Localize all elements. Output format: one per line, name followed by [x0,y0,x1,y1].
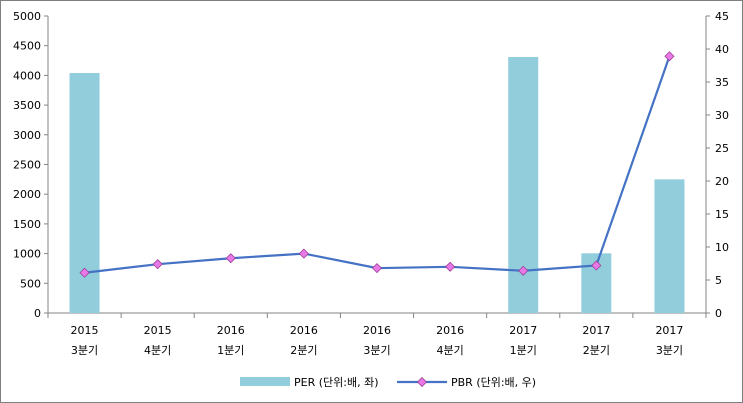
x-tick-label-year: 2016 [436,324,464,337]
y-right-tick-label: 5 [715,274,722,287]
y-left-tick-label: 2000 [13,188,41,201]
x-tick-label-quarter: 1분기 [510,344,537,357]
per-bar [654,179,685,313]
x-tick-label-year: 2016 [290,324,318,337]
y-left-tick-label: 3500 [13,99,41,112]
legend-pbr-marker [416,376,428,388]
x-tick-label-quarter: 4분기 [144,344,171,357]
y-left-tick-label: 4000 [13,69,41,82]
x-tick-label-quarter: 2분기 [290,344,317,357]
y-left-tick-label: 4500 [13,40,41,53]
x-tick-label-year: 2015 [144,324,172,337]
legend-per-swatch [240,377,290,386]
x-tick-label-year: 2017 [509,324,537,337]
y-right-tick-label: 30 [715,109,729,122]
pbr-marker [445,261,456,272]
x-tick-label-year: 2015 [71,324,99,337]
pbr-marker [298,248,309,259]
y-left-tick-label: 5000 [13,10,41,23]
tick-labels: 0 500 1000 1500 2000 2500 3000 3500 4000 4500 5000… [13,10,729,357]
pbr-marker [79,267,90,278]
x-tick-label-year: 2017 [582,324,610,337]
y-left-tick-label: 500 [20,277,41,290]
y-right-tick-label: 20 [715,175,729,188]
pbr-marker [518,265,529,276]
x-tick-label-year: 2017 [655,324,683,337]
y-left-tick-label: 3000 [13,129,41,142]
legend: PER (단위:배, 좌) PBR (단위:배, 우) [240,376,536,389]
y-right-tick-label: 45 [715,10,729,23]
x-tick-label-year: 2016 [217,324,245,337]
y-left-tick-label: 2500 [13,159,41,172]
y-right-tick-label: 35 [715,76,729,89]
pbr-line-path [84,55,671,274]
legend-pbr-label: PBR (단위:배, 우) [451,376,536,389]
x-tick-label-quarter: 1분기 [217,344,244,357]
x-tick-label-quarter: 3분기 [656,344,683,357]
y-right-tick-label: 10 [715,241,729,254]
pbr-marker [664,51,675,62]
y-left-tick-label: 1500 [13,218,41,231]
pbr-marker [152,259,163,270]
x-tick-label-year: 2016 [363,324,391,337]
per-bars [69,56,685,314]
pbr-marker [591,260,602,271]
axes [44,15,710,318]
y-right-tick-label: 0 [715,307,722,320]
pbr-marker [371,263,383,274]
x-tick-label-quarter: 3분기 [363,344,390,357]
y-left-tick-label: 0 [34,307,41,320]
y-right-tick-label: 25 [715,142,729,155]
x-tick-label-quarter: 3분기 [71,344,98,357]
pbr-line [79,51,675,278]
x-tick-label-quarter: 2분기 [583,344,610,357]
legend-per-label: PER (단위:배, 좌) [294,376,379,389]
y-right-tick-label: 15 [715,208,729,221]
x-tick-label-quarter: 4분기 [436,344,463,357]
y-right-tick-label: 40 [715,43,729,56]
pbr-marker [225,253,236,264]
y-left-tick-label: 1000 [13,248,41,261]
